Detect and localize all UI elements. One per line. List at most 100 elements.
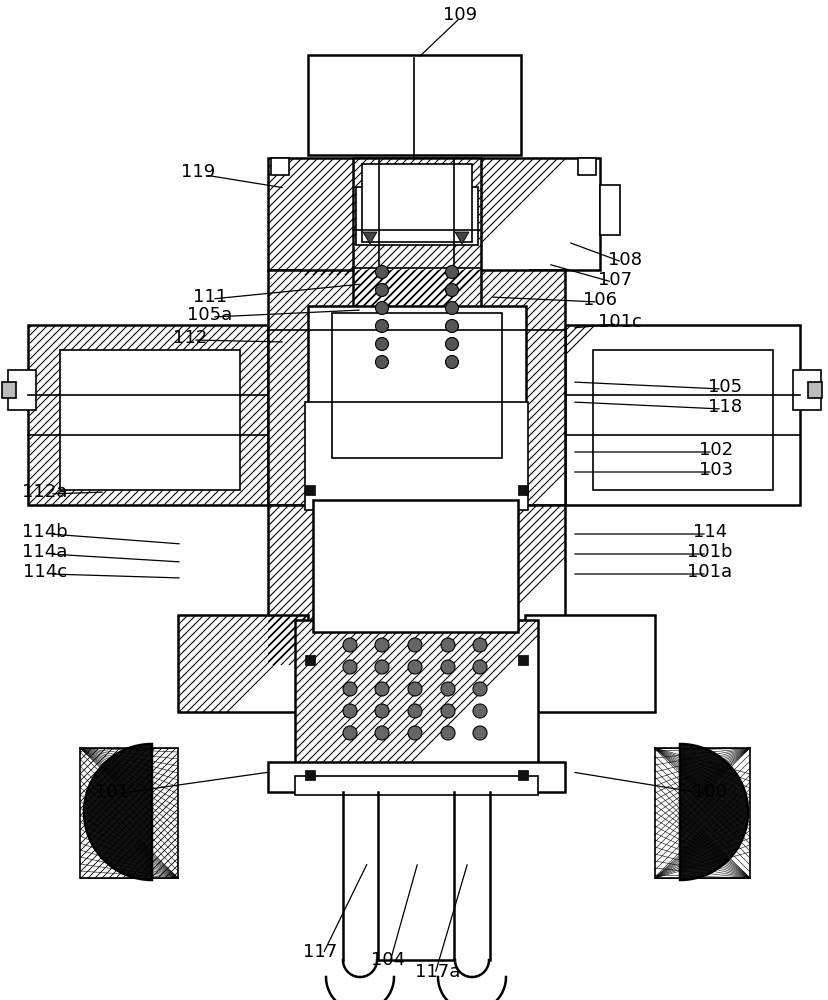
Circle shape	[343, 726, 357, 740]
Circle shape	[375, 338, 388, 351]
Polygon shape	[80, 748, 178, 878]
Text: 108: 108	[607, 251, 641, 269]
Bar	[807, 382, 821, 398]
Polygon shape	[28, 325, 267, 505]
Circle shape	[374, 682, 388, 696]
Circle shape	[343, 638, 357, 652]
Circle shape	[445, 338, 458, 351]
Polygon shape	[178, 615, 308, 712]
Text: 100: 100	[692, 783, 726, 801]
Circle shape	[343, 660, 357, 674]
Text: 101a: 101a	[686, 563, 732, 581]
Text: 101b: 101b	[686, 543, 732, 561]
PathPatch shape	[80, 748, 178, 878]
Text: 107: 107	[597, 271, 631, 289]
Polygon shape	[267, 158, 599, 275]
Polygon shape	[363, 232, 377, 244]
Text: 114: 114	[692, 523, 726, 541]
Bar	[355, 187, 478, 245]
Circle shape	[473, 682, 486, 696]
Text: 114b: 114b	[22, 523, 68, 541]
Bar	[792, 370, 820, 410]
Circle shape	[407, 704, 421, 718]
PathPatch shape	[524, 615, 654, 712]
Circle shape	[343, 682, 357, 696]
Circle shape	[440, 660, 455, 674]
Bar	[267, 762, 565, 792]
Text: 106: 106	[582, 291, 616, 309]
Circle shape	[375, 356, 388, 368]
Text: 119: 119	[181, 163, 214, 181]
PathPatch shape	[267, 270, 565, 505]
Circle shape	[343, 704, 357, 718]
Polygon shape	[565, 325, 799, 505]
Bar	[518, 770, 527, 780]
Polygon shape	[267, 270, 565, 505]
PathPatch shape	[599, 185, 619, 235]
Bar	[60, 350, 240, 490]
Wedge shape	[84, 744, 152, 880]
Circle shape	[375, 320, 388, 332]
Polygon shape	[295, 620, 537, 775]
Circle shape	[445, 356, 458, 368]
Text: 105: 105	[707, 378, 741, 396]
Text: 112: 112	[173, 329, 207, 347]
Circle shape	[374, 704, 388, 718]
Text: 102: 102	[698, 441, 732, 459]
Circle shape	[440, 726, 455, 740]
Circle shape	[407, 660, 421, 674]
Circle shape	[407, 726, 421, 740]
Circle shape	[445, 320, 458, 332]
Polygon shape	[599, 185, 619, 235]
Bar	[592, 350, 772, 490]
PathPatch shape	[353, 158, 480, 390]
Bar	[518, 655, 527, 665]
Circle shape	[375, 302, 388, 314]
Circle shape	[375, 265, 388, 278]
Text: 101: 101	[95, 783, 129, 801]
Polygon shape	[295, 776, 537, 795]
Bar	[305, 770, 315, 780]
Text: 105a: 105a	[187, 306, 233, 324]
Circle shape	[374, 638, 388, 652]
Text: 111: 111	[193, 288, 227, 306]
Circle shape	[440, 638, 455, 652]
Bar	[313, 500, 518, 632]
Circle shape	[375, 284, 388, 296]
Text: 112a: 112a	[22, 483, 68, 501]
PathPatch shape	[178, 615, 308, 712]
PathPatch shape	[267, 158, 599, 275]
Bar	[308, 306, 525, 478]
Text: 114a: 114a	[22, 543, 68, 561]
Bar	[271, 158, 289, 175]
Circle shape	[445, 265, 458, 278]
Bar	[305, 485, 315, 495]
Text: 103: 103	[698, 461, 732, 479]
Bar	[362, 164, 471, 242]
Circle shape	[374, 726, 388, 740]
Bar	[305, 655, 315, 665]
Bar	[331, 313, 502, 458]
Circle shape	[473, 660, 486, 674]
PathPatch shape	[28, 325, 267, 505]
Text: 101c: 101c	[597, 313, 641, 331]
Bar	[518, 485, 527, 495]
Polygon shape	[267, 505, 565, 665]
Bar	[308, 55, 520, 155]
Bar	[8, 370, 36, 410]
Circle shape	[440, 704, 455, 718]
Polygon shape	[353, 158, 480, 390]
Bar	[2, 382, 16, 398]
PathPatch shape	[295, 776, 537, 795]
Text: 117a: 117a	[415, 963, 460, 981]
PathPatch shape	[267, 505, 565, 665]
Bar	[577, 158, 595, 175]
Circle shape	[407, 682, 421, 696]
Polygon shape	[524, 615, 654, 712]
Text: 114c: 114c	[23, 563, 67, 581]
Text: 104: 104	[370, 951, 405, 969]
Wedge shape	[679, 744, 747, 880]
Circle shape	[445, 284, 458, 296]
Bar	[654, 748, 749, 878]
Text: 117: 117	[302, 943, 337, 961]
